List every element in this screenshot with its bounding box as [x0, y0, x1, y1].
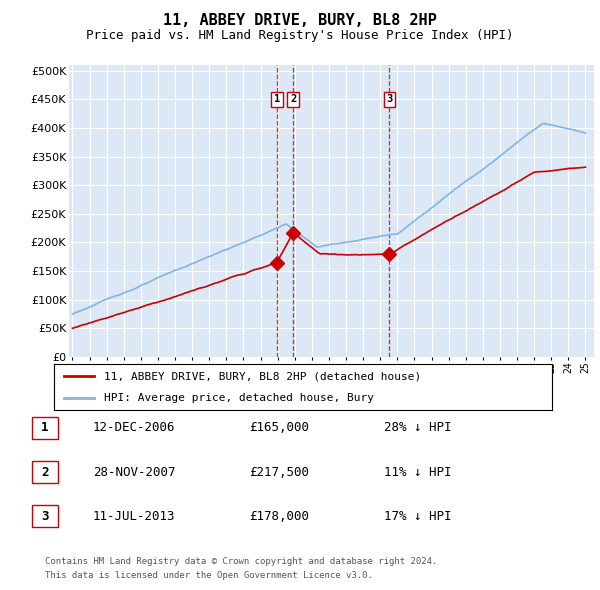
Text: 3: 3 [386, 94, 392, 104]
Text: 1: 1 [274, 94, 280, 104]
Text: £217,500: £217,500 [249, 466, 309, 478]
Text: 28-NOV-2007: 28-NOV-2007 [93, 466, 176, 478]
Text: 1: 1 [41, 421, 49, 434]
Text: 28% ↓ HPI: 28% ↓ HPI [384, 421, 452, 434]
Text: 12-DEC-2006: 12-DEC-2006 [93, 421, 176, 434]
Text: 3: 3 [41, 510, 49, 523]
Text: 11-JUL-2013: 11-JUL-2013 [93, 510, 176, 523]
Text: 2: 2 [41, 466, 49, 478]
Text: Price paid vs. HM Land Registry's House Price Index (HPI): Price paid vs. HM Land Registry's House … [86, 29, 514, 42]
Text: HPI: Average price, detached house, Bury: HPI: Average price, detached house, Bury [104, 392, 374, 402]
Text: 11, ABBEY DRIVE, BURY, BL8 2HP: 11, ABBEY DRIVE, BURY, BL8 2HP [163, 13, 437, 28]
Text: This data is licensed under the Open Government Licence v3.0.: This data is licensed under the Open Gov… [45, 571, 373, 580]
Text: 17% ↓ HPI: 17% ↓ HPI [384, 510, 452, 523]
Text: £178,000: £178,000 [249, 510, 309, 523]
Text: 11, ABBEY DRIVE, BURY, BL8 2HP (detached house): 11, ABBEY DRIVE, BURY, BL8 2HP (detached… [104, 372, 421, 382]
Text: 2: 2 [290, 94, 296, 104]
Text: £165,000: £165,000 [249, 421, 309, 434]
Text: Contains HM Land Registry data © Crown copyright and database right 2024.: Contains HM Land Registry data © Crown c… [45, 557, 437, 566]
Text: 11% ↓ HPI: 11% ↓ HPI [384, 466, 452, 478]
